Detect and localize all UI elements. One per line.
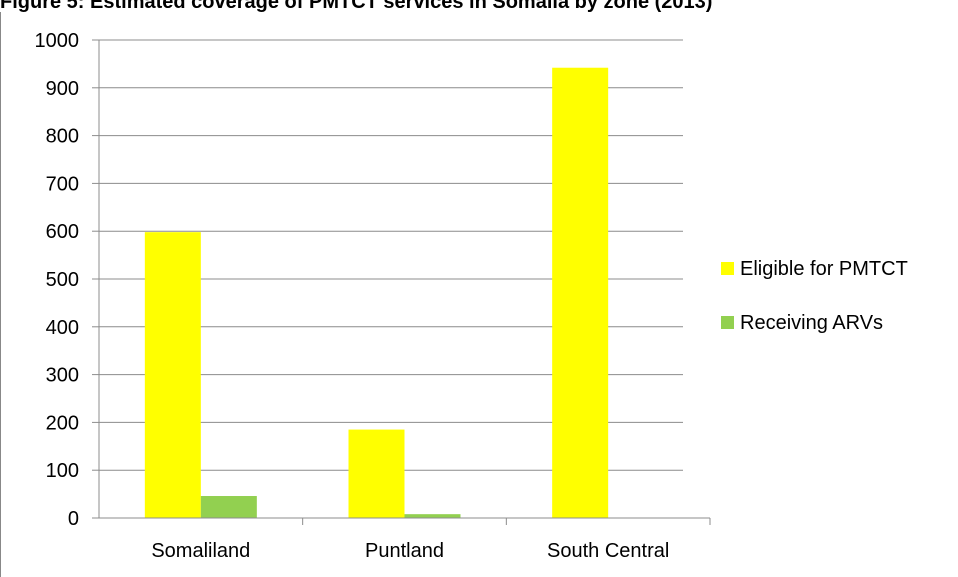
- bars: [144, 67, 609, 518]
- bar-eligible-for-pmtct-south-central: [552, 67, 609, 518]
- legend-label: Eligible for PMTCT: [740, 258, 908, 280]
- legend-swatch: [721, 262, 734, 275]
- legend-label: Receiving ARVs: [740, 312, 883, 334]
- x-tick-label: Puntland: [365, 540, 444, 562]
- bar-receiving-arvs-somaliland: [200, 496, 257, 518]
- x-tick-label: Somaliland: [151, 540, 250, 562]
- y-tick-label: 600: [46, 221, 79, 243]
- y-tick-label: 300: [46, 365, 79, 387]
- bar-receiving-arvs-puntland: [404, 514, 461, 518]
- y-tick-label: 200: [46, 412, 79, 434]
- y-tick-label: 500: [46, 269, 79, 291]
- x-tick-label: South Central: [547, 540, 669, 562]
- legend-swatch: [721, 316, 734, 329]
- axes: 0 100 200 300 400 500 600 700 800 900 1000 Somalila…: [35, 30, 711, 562]
- chart-title: Figure 5: Estimated coverage of PMTCT se…: [0, 0, 713, 13]
- y-tick-label: 900: [46, 78, 79, 100]
- y-tick-label: 800: [46, 126, 79, 148]
- bar-eligible-for-pmtct-somaliland: [144, 232, 201, 518]
- y-tick-label: 700: [46, 173, 79, 195]
- y-tick-label: 1000: [35, 30, 80, 52]
- y-tick-label: 400: [46, 317, 79, 339]
- bar-eligible-for-pmtct-puntland: [348, 429, 405, 518]
- y-tick-label: 0: [68, 508, 79, 530]
- chart-frame: [0, 12, 958, 577]
- y-tick-label: 100: [46, 460, 79, 482]
- legend: Eligible for PMTCT Receiving ARVs: [721, 258, 908, 334]
